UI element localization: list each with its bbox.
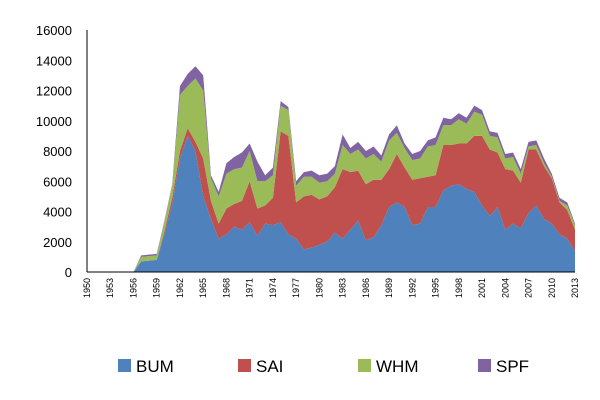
- legend-label-bum: BUM: [136, 357, 174, 376]
- x-tick-label: 1956: [128, 278, 138, 298]
- y-tick-label: 14000: [36, 53, 72, 68]
- y-tick-labels: 0 2000 4000 6000 8000 10000 12000 14000 16000: [36, 23, 72, 280]
- x-tick-label: 1998: [454, 278, 464, 298]
- legend-label-sai: SAI: [256, 357, 283, 376]
- x-tick-label: 1992: [407, 278, 417, 298]
- x-tick-label: 1974: [268, 278, 278, 298]
- axes: [86, 30, 575, 273]
- y-tick-label: 6000: [43, 174, 72, 189]
- x-tick-label: 1950: [82, 278, 92, 298]
- y-tick-label: 16000: [36, 23, 72, 38]
- x-tick-label: 1962: [175, 278, 185, 298]
- x-tick-label: 1983: [338, 278, 348, 298]
- x-tick-label: 1989: [384, 278, 394, 298]
- legend-label-whm: WHM: [376, 357, 418, 376]
- x-tick-label: 1977: [291, 278, 301, 298]
- y-tick-label: 2000: [43, 235, 72, 250]
- legend-label-spf: SPF: [496, 357, 529, 376]
- y-tick-label: 4000: [43, 205, 72, 220]
- x-tick-label: 1971: [245, 278, 255, 298]
- x-tick-label: 1995: [431, 278, 441, 298]
- x-tick-label: 2010: [547, 278, 557, 298]
- x-tick-label: 2007: [524, 278, 534, 298]
- x-tick-label: 2013: [570, 278, 580, 298]
- legend-swatch-bum: [118, 359, 131, 372]
- area-series-sai: [87, 128, 575, 272]
- x-tick-labels: 1950 1953 1956 1959 1962 1965 1968 1971 1974 1977…: [82, 278, 580, 298]
- y-tick-label: 12000: [36, 84, 72, 99]
- y-tick-label: 10000: [36, 114, 72, 129]
- legend-swatch-sai: [238, 359, 251, 372]
- legend-swatch-spf: [478, 359, 491, 372]
- x-tick-label: 2001: [477, 278, 487, 298]
- area-series-whm: [87, 78, 575, 273]
- legend-swatch-whm: [358, 359, 371, 372]
- area-series-bum: [87, 135, 575, 272]
- series-areas: [87, 66, 575, 273]
- y-tick-label: 8000: [43, 144, 72, 159]
- x-tick-label: 2004: [500, 278, 510, 298]
- x-tick-label: 1980: [314, 278, 324, 298]
- y-tick-label: 0: [65, 265, 72, 280]
- legend: BUM SAI WHM SPF: [118, 357, 529, 376]
- x-tick-label: 1959: [152, 278, 162, 298]
- x-tick-label: 1986: [361, 278, 371, 298]
- x-tick-label: 1968: [221, 278, 231, 298]
- x-tick-label: 1965: [198, 278, 208, 298]
- x-tick-label: 1953: [105, 278, 115, 298]
